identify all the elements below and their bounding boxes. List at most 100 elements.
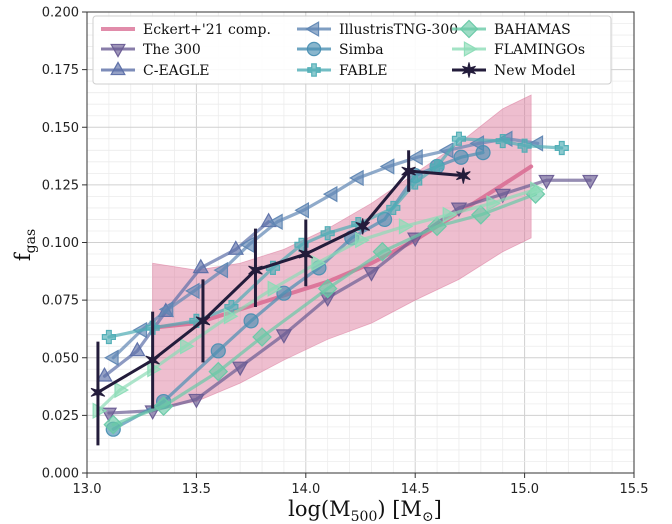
y-tick-label: 0.075	[42, 294, 79, 309]
the-300-point	[275, 329, 293, 344]
legend-item-simba: Simba	[297, 41, 384, 58]
new-model-point	[456, 167, 471, 184]
series-new-model	[90, 150, 471, 446]
the-300-point	[231, 361, 249, 377]
bahamas-point	[252, 327, 272, 347]
legend-item-the-300: The 300	[101, 42, 201, 58]
y-tick-label: 0.000	[42, 467, 79, 482]
the-300-line	[107, 178, 592, 415]
fable-point	[495, 133, 510, 149]
legend-item-fable: FABLE	[297, 63, 387, 79]
illustristng-300-line	[111, 137, 540, 360]
legend-label: Eckert+'21 comp.	[143, 22, 271, 38]
simba-point	[210, 343, 226, 359]
the-300-point	[582, 174, 599, 190]
legend-item-new-model: New Model	[452, 62, 576, 79]
new-model-point	[248, 262, 263, 279]
axis-ticks: 13.0 13.5 14.0 14.5 15.0 15.5 0.000 0.025 0.050 0…	[42, 6, 649, 498]
legend-item-eckert-21-comp: Eckert+'21 comp.	[101, 22, 271, 38]
legend-swatch-marker	[110, 61, 126, 76]
the-300-point	[494, 188, 511, 204]
flamingos-point	[355, 231, 370, 249]
legend-item-bahamas: BAHAMAS	[452, 19, 571, 39]
x-axis-label: log(M500) [M⊙]	[288, 497, 442, 524]
series-layer	[90, 130, 599, 446]
bahamas-point	[372, 241, 393, 262]
flamingos-point	[398, 218, 414, 235]
legend-label: New Model	[494, 63, 576, 79]
illustristng-300-point	[239, 236, 255, 254]
illustristng-300-point	[104, 349, 119, 366]
bahamas-point	[317, 278, 338, 299]
legend-box	[92, 15, 612, 85]
x-tick-label: 15.0	[510, 482, 539, 497]
flamingos-point	[180, 337, 195, 355]
y-tick-label: 0.100	[42, 236, 79, 251]
legend-label: IllustrisTNG-300	[339, 22, 458, 38]
illustristng-300-point	[349, 169, 364, 187]
fable-point	[554, 140, 569, 156]
legend-item-illustristng-300: IllustrisTNG-300	[297, 21, 458, 38]
flamingos-point	[223, 308, 239, 325]
x-tick-label: 14.0	[291, 482, 320, 497]
legend-swatch-marker	[307, 63, 321, 77]
illustristng-300-point	[294, 202, 310, 219]
fable-point	[101, 329, 116, 345]
y-tick-label: 0.150	[42, 121, 79, 136]
c-eagle-point	[227, 240, 245, 255]
bahamas-point	[427, 216, 447, 237]
the-300-point	[363, 267, 380, 282]
flamingos-point	[92, 402, 108, 419]
legend-label: C-EAGLE	[143, 63, 209, 79]
illustristng-300-point	[158, 301, 174, 318]
bahamas-point	[103, 414, 124, 435]
new-model-point	[298, 245, 314, 263]
legend-label: The 300	[143, 42, 201, 58]
legend: Eckert+'21 comp. The 300 C-EAGLE IllustrisT…	[92, 15, 612, 85]
illustristng-300-point	[379, 158, 395, 175]
flamingos-point	[530, 181, 545, 198]
y-tick-label: 0.125	[42, 178, 79, 193]
flamingos-point	[442, 206, 458, 224]
legend-swatch-marker	[459, 19, 479, 39]
legend-swatch-marker	[306, 41, 322, 57]
grid	[86, 11, 635, 474]
illustristng-300-point	[184, 282, 200, 300]
x-tick-label: 14.5	[401, 482, 430, 497]
new-model-point	[195, 312, 211, 329]
bahamas-point	[153, 396, 174, 417]
new-model-point	[90, 384, 106, 401]
c-eagle-point	[129, 341, 146, 357]
flamingos-point	[311, 255, 326, 272]
fable-point	[517, 138, 532, 153]
y-tick-label: 0.175	[42, 63, 79, 78]
bahamas-point	[470, 204, 491, 225]
flamingos-point	[114, 381, 130, 399]
bahamas-point	[208, 361, 229, 382]
y-tick-label: 0.025	[42, 409, 79, 424]
new-model-line	[96, 169, 465, 394]
x-tick-label: 15.5	[620, 482, 649, 497]
flamingos-line	[96, 187, 538, 413]
c-eagle-point	[192, 258, 210, 274]
legend-item-c-eagle: C-EAGLE	[101, 61, 209, 79]
flamingos-point	[486, 195, 502, 212]
simba-point	[453, 149, 469, 165]
legend-swatch-marker	[462, 62, 476, 78]
legend-label: Simba	[339, 42, 384, 58]
simba-point	[276, 285, 292, 301]
fable-point	[451, 131, 467, 146]
flamingos-point	[147, 361, 162, 378]
simba-point	[475, 145, 491, 161]
legend-label: BAHAMAS	[494, 22, 571, 38]
illustristng-300-point	[268, 213, 283, 230]
new-model-point	[145, 351, 160, 369]
new-model-point	[401, 162, 416, 180]
x-tick-label: 13.0	[73, 482, 102, 497]
legend-swatch-marker	[110, 43, 126, 58]
illustristng-300-point	[322, 185, 338, 203]
c-eagle-point	[96, 366, 113, 382]
legend-item-flamingos: FLAMINGOs	[452, 41, 585, 58]
fable-point	[320, 226, 335, 241]
